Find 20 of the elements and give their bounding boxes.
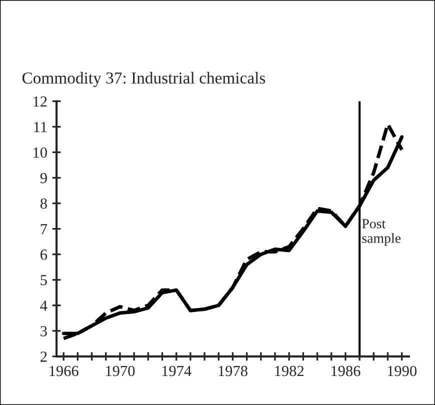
y-tick-label: 9: [40, 172, 47, 184]
y-tick-label: 8: [40, 198, 47, 209]
y-tick-label: 7: [40, 224, 48, 234]
y-tick-label: 3: [40, 326, 47, 336]
x-tick-label: 1982: [275, 366, 304, 376]
ref-line-label: Post sample: [362, 219, 401, 246]
x-tick-label: 1986: [332, 366, 360, 376]
y-tick-label: 11: [34, 122, 47, 132]
x-tick-label: 1966: [50, 366, 78, 376]
x-tick-label: 1970: [106, 366, 135, 376]
y-tick-label: 10: [34, 147, 47, 158]
y-tick-label: 12: [34, 96, 47, 107]
x-tick-label: 1990: [388, 366, 417, 376]
y-tick-label: 2: [40, 352, 47, 362]
y-tick-label: 5: [40, 275, 47, 286]
y-tick-label: 4: [40, 300, 48, 311]
y-tick-label: 6: [40, 250, 48, 260]
x-tick-label: 1978: [218, 366, 248, 376]
x-tick-label: 1974: [162, 366, 192, 376]
chart-title: Commodity 37: Industrial chemicals: [22, 72, 266, 88]
